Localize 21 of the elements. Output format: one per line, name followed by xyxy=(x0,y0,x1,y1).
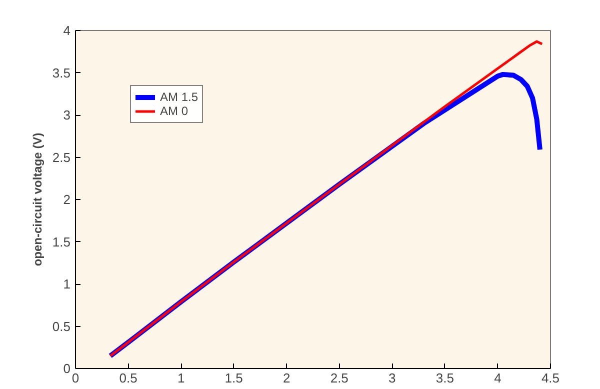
y-tick-label: 0.5 xyxy=(52,318,71,334)
x-tick-label: 4.5 xyxy=(541,370,560,386)
x-tick-label: 3 xyxy=(388,370,396,386)
y-tick-label: 2.5 xyxy=(52,150,71,165)
y-tick-label: 2 xyxy=(63,192,71,207)
legend-label: AM 1.5 xyxy=(160,90,198,104)
y-tick-label: 1 xyxy=(63,276,71,292)
x-tick-label: 0.5 xyxy=(119,370,138,386)
y-tick-label: 3.5 xyxy=(52,65,71,80)
y-tick-label: 4 xyxy=(63,23,71,38)
x-tick-label: 3.5 xyxy=(436,370,454,386)
y-tick-label: 3 xyxy=(63,108,71,122)
x-tick-label: 4 xyxy=(494,370,502,386)
x-tick-label: 1.5 xyxy=(224,370,243,386)
y-tick-label: 0 xyxy=(63,361,71,376)
x-tick-label: 1 xyxy=(177,370,185,386)
y-tick-label: 1.5 xyxy=(52,234,71,250)
y-axis-title: open-circuit voltage (V) xyxy=(30,132,44,266)
x-tick-label: 2 xyxy=(282,370,290,386)
legend-label: AM 0 xyxy=(160,104,188,118)
x-tick-label: 2.5 xyxy=(330,370,348,386)
